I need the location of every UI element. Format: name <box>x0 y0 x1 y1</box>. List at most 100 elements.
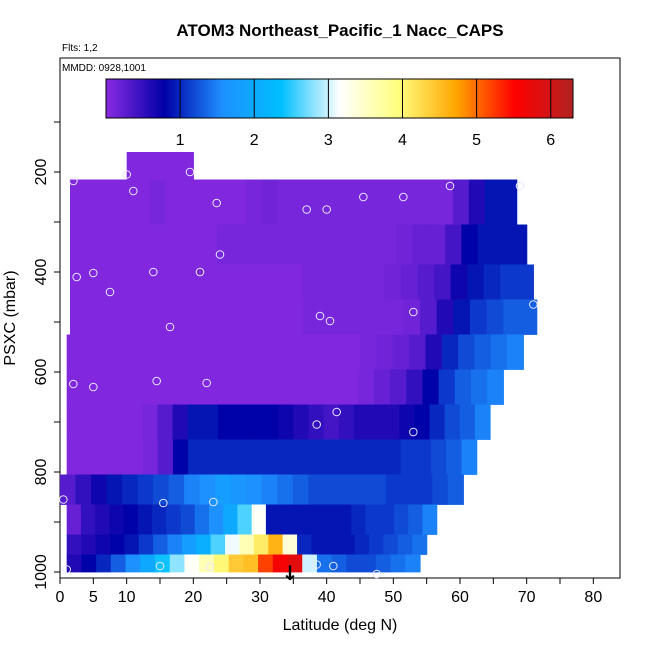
x-axis: 0 5 10 20 30 40 50 60 70 80 <box>56 578 602 606</box>
heatmap-cell <box>217 404 234 440</box>
sample-point <box>72 272 81 282</box>
sample-point <box>325 316 335 326</box>
heatmap-cell <box>153 474 170 505</box>
x-tick-label: 40 <box>318 589 336 606</box>
colorbar-tick-label: 3 <box>324 132 333 149</box>
heatmap-cell <box>123 504 139 535</box>
heatmap-cell <box>389 179 406 225</box>
heatmap-cell <box>268 264 286 300</box>
heatmap-cell <box>110 554 127 573</box>
x-tick-label: 50 <box>384 589 402 606</box>
heatmap-cell <box>361 554 377 573</box>
heatmap-cell <box>117 179 135 225</box>
heatmap-cell <box>232 404 249 440</box>
heatmap-cell <box>278 334 296 370</box>
x-tick-label: 70 <box>518 589 536 606</box>
heatmap-cell <box>223 504 239 535</box>
heatmap-cell <box>95 534 111 555</box>
colorbar-tick-label: 5 <box>472 132 481 149</box>
heatmap-cell <box>327 334 345 370</box>
heatmap-cell <box>109 504 125 535</box>
heatmap-cell <box>318 264 336 300</box>
heatmap-cell <box>500 264 518 300</box>
sample-point <box>409 427 418 437</box>
heatmap-cell <box>122 474 139 505</box>
heatmap-cell <box>253 534 269 555</box>
heatmap-cell <box>133 179 151 225</box>
heatmap-cell <box>370 439 387 475</box>
heatmap-cell <box>66 504 82 535</box>
heatmap-cell <box>278 404 295 440</box>
heatmap-cell <box>276 369 294 405</box>
heatmap-cell <box>400 439 417 475</box>
heatmap-cell <box>385 439 402 475</box>
heatmap-cell <box>474 334 492 370</box>
heatmap-cell <box>229 179 247 225</box>
heatmap-cell <box>386 299 404 335</box>
heatmap-cell <box>431 439 447 475</box>
heatmap-cell <box>293 404 310 440</box>
heatmap-cell <box>199 474 216 505</box>
heatmap-cell <box>396 224 414 265</box>
heatmap-cell <box>401 474 418 505</box>
sample-point <box>445 181 455 191</box>
heatmap-cell <box>187 404 204 440</box>
heatmap-cell <box>286 299 304 335</box>
heatmap-cell <box>149 179 167 225</box>
heatmap-cell <box>203 299 221 335</box>
heatmap-cell <box>360 334 378 370</box>
heatmap-cell <box>131 369 149 405</box>
heatmap-cell <box>188 439 204 475</box>
heatmap-cell <box>120 299 138 335</box>
heatmap-cell <box>153 299 171 335</box>
heatmap-cell <box>406 369 424 405</box>
heatmap-cell <box>85 179 103 225</box>
sample-point <box>195 267 205 277</box>
heatmap-cell <box>115 369 132 405</box>
sample-point <box>129 186 138 196</box>
heatmap-cell <box>196 534 212 555</box>
heatmap-cell <box>432 474 449 505</box>
heatmap-cell <box>270 299 288 335</box>
heatmap-cell <box>355 439 371 475</box>
heatmap-cell <box>390 369 407 405</box>
heatmap-cell <box>208 504 224 535</box>
heatmap-cell <box>376 334 394 370</box>
heatmap-cell <box>82 369 100 405</box>
heatmap-cell <box>279 439 296 475</box>
sample-point <box>59 495 68 504</box>
heatmap-cell <box>157 404 174 440</box>
heatmap-cell <box>341 369 359 405</box>
heatmap-cell <box>106 474 123 505</box>
heatmap-cell <box>202 404 219 440</box>
heatmap-cell <box>490 334 508 370</box>
heatmap-cells <box>60 152 538 573</box>
heatmap-cell <box>293 369 310 405</box>
heatmap-cell <box>260 369 278 405</box>
y-tick-label: 600 <box>33 359 50 386</box>
sample-point <box>515 181 525 191</box>
heatmap-cell <box>60 474 77 505</box>
heatmap-cell <box>109 534 125 555</box>
heatmap-cell <box>265 224 283 265</box>
heatmap-cell <box>323 474 340 505</box>
heatmap-cell <box>331 554 347 573</box>
heatmap-cell <box>337 504 352 535</box>
heatmap-cell <box>91 474 108 505</box>
heatmap-cell <box>459 404 476 440</box>
heatmap-cell <box>500 179 518 225</box>
heatmap-cell <box>510 224 528 265</box>
sample-point <box>185 167 195 177</box>
heatmap-cell <box>405 554 421 573</box>
heatmap-cell <box>212 369 229 405</box>
heatmap-cell <box>197 334 215 370</box>
heatmap-cell <box>357 179 374 225</box>
heatmap-cell <box>268 534 284 555</box>
heatmap-cell <box>450 264 468 300</box>
heatmap-cell <box>468 179 486 225</box>
sample-point <box>399 192 408 202</box>
heatmap-cell <box>392 334 410 370</box>
heatmap-cell <box>428 224 446 265</box>
heatmap-cell <box>215 474 232 505</box>
heatmap-cell <box>166 504 182 535</box>
